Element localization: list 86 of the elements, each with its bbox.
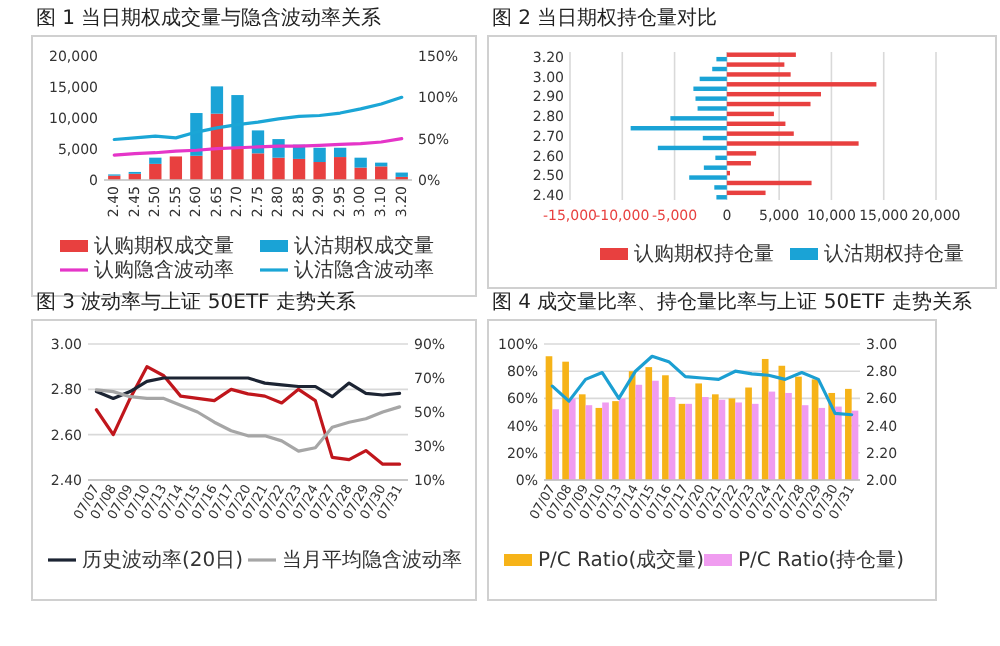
bar: [726, 62, 785, 67]
bar: [726, 72, 791, 77]
bar: [190, 155, 203, 180]
bar: [716, 56, 727, 62]
bar: [689, 175, 727, 180]
line-series: [112, 137, 404, 157]
bar: [702, 135, 727, 141]
bar: [612, 401, 619, 480]
bar: [726, 101, 811, 107]
bar: [635, 384, 643, 480]
legend-label: 认沽期权持仓量: [824, 242, 964, 266]
bar: [685, 403, 693, 480]
bar: [751, 403, 759, 480]
bar: [714, 185, 727, 190]
bar: [785, 392, 792, 480]
bar: [210, 86, 224, 114]
line-series: [94, 376, 402, 400]
bar: [313, 162, 326, 180]
legend-label: 认购期权成交量: [94, 234, 234, 258]
bar: [715, 155, 727, 161]
legend-label: 当月平均隐含波动率: [282, 548, 462, 572]
bar: [292, 158, 306, 180]
bar: [578, 394, 586, 480]
legend-label: 认沽期权成交量: [294, 234, 434, 258]
bar: [693, 86, 727, 91]
legend-label: P/C Ratio(持仓量): [738, 548, 905, 572]
bar: [695, 383, 702, 480]
line-series: [94, 365, 402, 466]
bar: [726, 91, 821, 97]
bar: [818, 407, 826, 480]
bar: [703, 165, 727, 170]
bar: [835, 406, 842, 480]
bar: [670, 116, 727, 121]
bar: [726, 111, 774, 117]
bar: [735, 402, 742, 480]
bar: [354, 157, 367, 168]
bar: [630, 126, 727, 131]
bar: [761, 358, 769, 480]
bar: [711, 394, 719, 480]
bar: [726, 190, 766, 196]
bar: [568, 398, 576, 480]
bar: [845, 388, 852, 480]
bar: [728, 398, 736, 480]
bar: [695, 96, 727, 101]
bar: [169, 156, 183, 180]
bar: [657, 145, 727, 151]
bar: [333, 147, 347, 158]
bar: [697, 106, 727, 111]
bar: [745, 387, 752, 480]
legend-label: P/C Ratio(成交量): [538, 548, 705, 572]
bar: [333, 157, 347, 180]
bar: [702, 397, 709, 480]
line-series: [550, 354, 854, 417]
legend-label: 认购期权持仓量: [634, 242, 774, 266]
bar: [272, 157, 285, 180]
legend-label: 历史波动率(20日): [82, 548, 244, 572]
bar: [313, 147, 326, 163]
bar: [562, 361, 569, 480]
bar: [662, 375, 669, 480]
bar: [726, 180, 812, 186]
bar: [726, 52, 796, 57]
bar: [149, 163, 162, 180]
chart-title: 图 4 成交量比率、持仓量比率与上证 50ETF 走势关系: [492, 290, 972, 314]
bar: [828, 392, 836, 480]
bar: [716, 195, 727, 200]
bar: [726, 82, 877, 87]
bar: [795, 376, 802, 480]
bar: [552, 409, 559, 480]
bar: [251, 153, 265, 180]
bar: [231, 149, 244, 180]
bar: [712, 66, 727, 72]
line-series: [94, 388, 402, 453]
legend-label: 认沽隐含波动率: [294, 258, 434, 282]
bar: [375, 166, 388, 180]
chart-title: 图 3 波动率与上证 50ETF 走势关系: [36, 290, 356, 314]
bar: [726, 141, 859, 146]
bar: [726, 131, 794, 136]
bar: [726, 161, 751, 166]
legend-label: 认购隐含波动率: [94, 258, 234, 282]
bar: [726, 151, 757, 156]
chart-title: 图 1 当日期权成交量与隐含波动率关系: [36, 6, 382, 30]
bar: [652, 380, 659, 480]
bar: [149, 157, 162, 164]
bar: [602, 402, 609, 480]
chart-title: 图 2 当日期权持仓量对比: [492, 6, 718, 30]
bar: [645, 367, 653, 480]
